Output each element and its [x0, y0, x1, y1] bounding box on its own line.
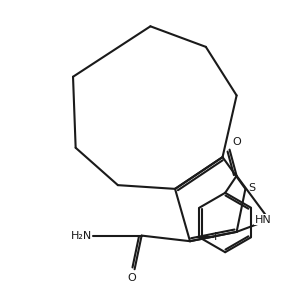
- Text: S: S: [248, 183, 255, 192]
- Text: F: F: [214, 232, 221, 242]
- Text: O: O: [232, 137, 241, 147]
- Text: HN: HN: [255, 215, 271, 225]
- Text: O: O: [127, 273, 136, 283]
- Text: H₂N: H₂N: [71, 231, 92, 241]
